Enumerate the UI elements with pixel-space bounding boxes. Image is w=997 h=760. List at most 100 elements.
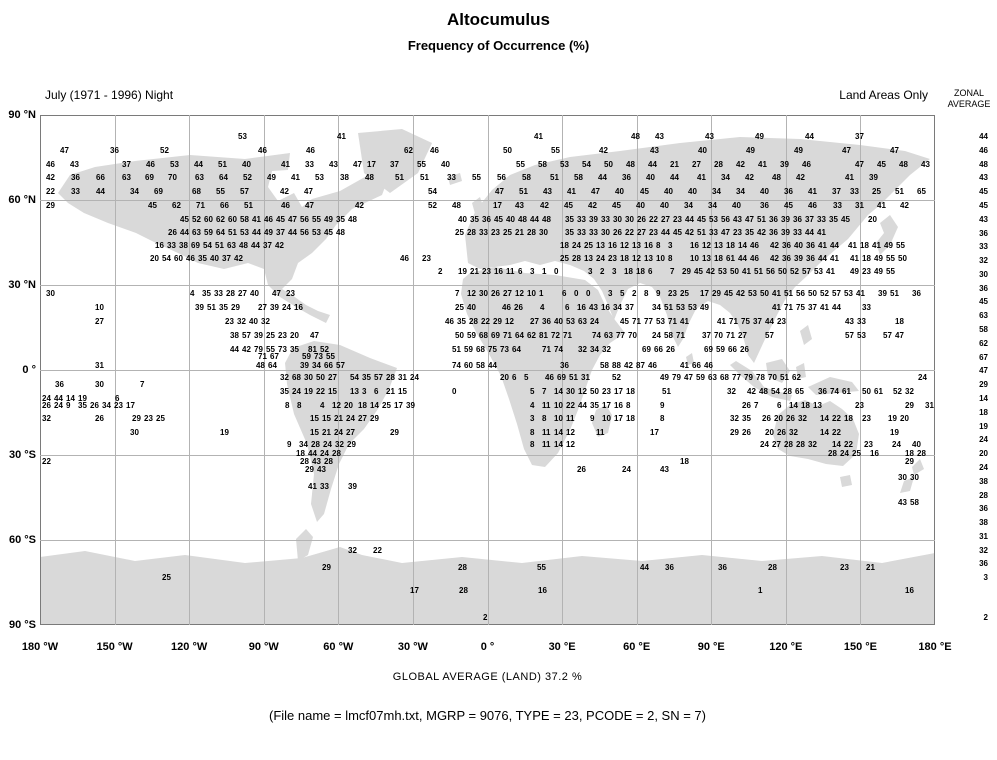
grid-value: 23 — [862, 267, 871, 276]
grid-value: 37 — [753, 317, 762, 326]
grid-value: 15 — [322, 414, 331, 423]
grid-value: 40 — [912, 440, 921, 449]
grid-value: 52 — [790, 267, 799, 276]
grid-value: 56 — [766, 267, 775, 276]
grid-value: 34 — [613, 303, 622, 312]
grid-value: 39 — [195, 303, 204, 312]
x-axis-tick-label: 60 °W — [323, 641, 354, 653]
grid-value: 63 — [195, 173, 204, 182]
grid-value: 0 — [554, 267, 559, 276]
grid-value: 25 — [560, 254, 569, 263]
grid-value: 66 — [324, 361, 333, 370]
grid-value: 14 — [554, 440, 563, 449]
island-sulawesi — [796, 363, 806, 379]
grid-value: 5 — [524, 373, 529, 382]
grid-value: 20 — [150, 254, 159, 263]
grid-value: 49 — [264, 228, 273, 237]
grid-value: 24 — [410, 373, 419, 382]
grid-value: 41 — [772, 303, 781, 312]
grid-value: 16 — [905, 586, 914, 595]
grid-value: 47 — [60, 146, 69, 155]
zonal-average-header: ZONAL AVERAGE — [942, 88, 996, 110]
grid-value: 32 — [335, 440, 344, 449]
grid-value: 18 — [358, 401, 367, 410]
grid-value: 33 — [833, 201, 842, 210]
y-axis-tick-label: 30 °N — [8, 279, 36, 291]
grid-value: 49 — [874, 254, 883, 263]
grid-value: 55 — [417, 160, 426, 169]
grid-value: 49 — [324, 215, 333, 224]
grid-value: 45 — [324, 228, 333, 237]
grid-value: 62 — [792, 373, 801, 382]
grid-value: 36 — [482, 215, 491, 224]
grid-value: 39 — [794, 254, 803, 263]
grid-value: 55 — [472, 173, 481, 182]
grid-value: 33 — [214, 289, 223, 298]
zonal-average-value: 48 — [979, 159, 988, 169]
grid-value: 35 — [198, 254, 207, 263]
grid-value: 32 — [42, 414, 51, 423]
grid-value: 21 — [470, 267, 479, 276]
island-britain — [472, 197, 484, 217]
grid-value: 18 — [636, 267, 645, 276]
grid-value: 30 — [95, 380, 104, 389]
island-japan — [876, 215, 898, 255]
grid-value: 28 — [783, 387, 792, 396]
grid-value: 43 — [921, 160, 930, 169]
grid-value: 66 — [692, 361, 701, 370]
grid-value: 50 — [503, 146, 512, 155]
grid-value: 34 — [102, 401, 111, 410]
grid-value: 43 — [660, 465, 669, 474]
grid-value: 47 — [304, 187, 313, 196]
grid-value: 47 — [310, 331, 319, 340]
grid-value: 65 — [917, 187, 926, 196]
grid-value: 42 — [624, 361, 633, 370]
grid-value: 64 — [512, 345, 521, 354]
grid-value: 71 — [676, 331, 685, 340]
grid-value: 51 — [697, 228, 706, 237]
continent-eurasia — [465, 137, 930, 363]
grid-value: 1 — [539, 289, 544, 298]
grid-value: 46 — [264, 215, 273, 224]
grid-value: 16 — [294, 303, 303, 312]
grid-value: 44 — [805, 228, 814, 237]
grid-value: 24 — [42, 394, 51, 403]
grid-value: 33 — [850, 187, 859, 196]
grid-value: 47 — [745, 215, 754, 224]
grid-value: 34 — [712, 187, 721, 196]
grid-value: 46 — [704, 361, 713, 370]
grid-value: 25 — [162, 573, 171, 582]
grid-value: 21 — [322, 428, 331, 437]
grid-value: 44 — [252, 228, 261, 237]
grid-value: 57 — [240, 187, 249, 196]
grid-value: 44 — [230, 345, 239, 354]
grid-value: 17 — [493, 201, 502, 210]
grid-value: 52 — [820, 289, 829, 298]
grid-value: 28 — [469, 317, 478, 326]
grid-value: 53 — [560, 160, 569, 169]
grid-value: 22 — [42, 457, 51, 466]
grid-value: 40 — [506, 215, 515, 224]
grid-value: 32 — [727, 387, 736, 396]
grid-value: 38 — [340, 173, 349, 182]
grid-value: 16 — [494, 267, 503, 276]
grid-value: 44 — [96, 187, 105, 196]
grid-value: 33 — [601, 215, 610, 224]
grid-value: 28 — [332, 449, 341, 458]
grid-value: 46 — [400, 254, 409, 263]
grid-value: 42 — [706, 267, 715, 276]
grid-value: 62 — [404, 146, 413, 155]
grid-value: 25 — [680, 289, 689, 298]
grid-value: 8 — [297, 401, 302, 410]
grid-value: 49 — [746, 146, 755, 155]
grid-value: 37 — [832, 187, 841, 196]
grid-value: 33 — [305, 160, 314, 169]
grid-value: 43 — [543, 187, 552, 196]
grid-value: 79 — [254, 345, 263, 354]
grid-value: 39 — [589, 215, 598, 224]
grid-value: 2 — [483, 613, 488, 622]
grid-value: 23 — [491, 228, 500, 237]
grid-value: 6 — [512, 373, 517, 382]
grid-value: 25 — [503, 228, 512, 237]
grid-value: 63 — [604, 331, 613, 340]
